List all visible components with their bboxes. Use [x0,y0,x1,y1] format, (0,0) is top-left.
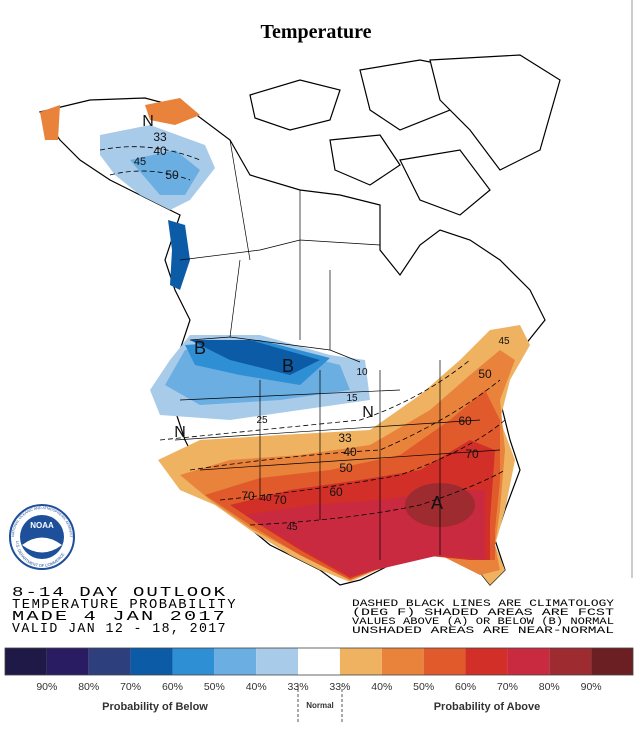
outlook-line: TEMPERATURE PROBABILITY [12,597,237,613]
map-label: 45 [286,522,298,533]
map-label: 33 [153,130,167,144]
map-label: A [431,493,443,513]
legend-swatch [423,648,466,675]
shade [130,150,200,195]
map-label: 45 [134,156,146,168]
map-label: N [142,113,154,130]
map-label: B [282,356,294,376]
legend-swatch [465,648,508,675]
legend-swatch [46,648,89,675]
outlook-line: VALID JAN 12 - 18, 2017 [12,621,227,637]
map-label: 45 [498,336,510,347]
legend-swatch [88,648,131,675]
map-label: 70 [241,489,255,503]
legend-label: 60% [162,681,183,693]
map-label: 70 [273,493,287,507]
map-label: 40 [260,493,272,504]
border [179,139,381,363]
shade [40,105,60,140]
legend-swatch [298,648,340,675]
legend-label: 50% [413,681,434,693]
legend-label: 60% [455,681,476,693]
legend-swatch [5,648,47,675]
map-label: 33 [338,431,352,445]
note-line: UNSHADED AREAS ARE NEAR-NORMAL [352,625,614,637]
legend-swatch [256,648,299,675]
map-label: N [362,404,374,421]
map-label: 40 [343,445,357,459]
legend-frame [4,647,634,676]
notes-text: DASHED BLACK LINES ARE CLIMATOLOGY(DEG F… [352,598,615,637]
legend-swatch [507,648,550,675]
legend-swatch [591,648,633,675]
legend-swatch [339,648,382,675]
legend-label: 40% [246,681,267,693]
shade [168,220,190,290]
map-label: 50 [165,168,179,182]
legend-swatch [549,648,592,675]
map-label: 60 [329,485,343,499]
legend-swatch [214,648,257,675]
title: Temperature [260,21,371,43]
legend-caption: Normal [306,701,334,710]
island [399,149,491,216]
outlook-line: 8-14 DAY OUTLOOK [12,585,227,601]
map-label: 60 [458,414,472,428]
legend-label: 50% [204,681,225,693]
greenland [429,54,561,171]
shade [190,340,320,375]
legend-label: 90% [36,681,57,693]
logo-gull [22,537,62,553]
map-label: 10 [356,367,368,378]
note-line: VALUES ABOVE (A) OR BELOW (B) NORMAL [352,616,614,628]
border [174,360,501,560]
legend: Probability of Below Normal Probability … [4,647,634,722]
note-line: DASHED BLACK LINES ARE CLIMATOLOGY [352,598,615,610]
logo-name: NOAA [30,521,54,530]
note-line: (DEG F) SHADED AREAS ARE FCST [352,607,614,619]
map [38,54,561,586]
map-label: B [194,338,206,358]
map-label: 50 [478,367,492,381]
legend-label: 80% [539,681,560,693]
legend-label: 33% [288,681,309,693]
legend-label: 80% [78,681,99,693]
legend-caption: Probability of Below [102,701,208,713]
legend-swatch [381,648,424,675]
outlook-line: MADE 4 JAN 2017 [12,609,227,625]
map-label: 40 [153,144,167,158]
legend-swatch [130,648,173,675]
shade [145,98,200,125]
contour [99,146,506,526]
legend-label: 70% [120,681,141,693]
legend-label: 90% [581,681,602,693]
island [249,79,341,131]
legend-label: 33% [329,681,350,693]
map-label: 70 [465,447,479,461]
island [329,134,401,186]
map-label: N [174,424,186,441]
map-label: 15 [346,393,358,404]
legend-swatch [172,648,215,675]
map-label: 50 [339,461,353,475]
legend-label: 40% [371,681,392,693]
legend-label: 70% [497,681,518,693]
legend-caption: Probability of Above [434,701,541,713]
map-label: 25 [256,415,268,426]
